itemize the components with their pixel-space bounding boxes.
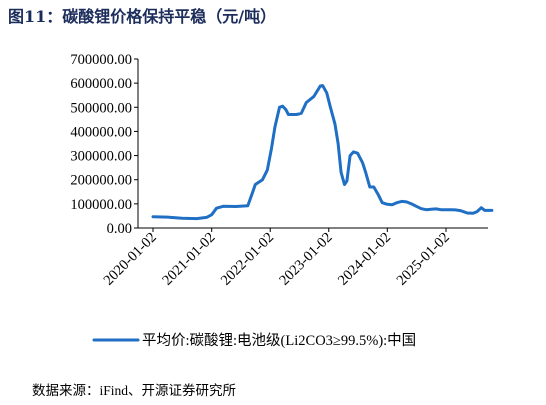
x-tick-label: 2022-01-02 (218, 230, 277, 289)
y-tick-label: 700000.00 (70, 52, 132, 68)
x-tick-label: 2023-01-02 (276, 230, 335, 289)
y-tick-label: 400000.00 (70, 124, 132, 140)
source-note: 数据来源：iFind、开源证券研究所 (32, 383, 236, 398)
plot-area: 0.00 100000.00 200000.00 300000.00 400000.00… (70, 52, 494, 289)
x-axis: 2020-01-02 2021-01-02 2022-01-02 2023-01-02… (101, 228, 453, 289)
y-tick-label: 100000.00 (70, 197, 132, 213)
x-tick-label: 2025-01-02 (394, 230, 453, 289)
y-axis: 0.00 100000.00 200000.00 300000.00 400000.00… (70, 52, 138, 237)
y-tick-label: 300000.00 (70, 149, 132, 165)
series-layer (151, 84, 494, 221)
series-line (151, 84, 494, 221)
figure-title: 图11：碳酸锂价格保持平稳（元/吨） (8, 7, 276, 26)
x-tick-label: 2021-01-02 (159, 230, 218, 289)
y-tick-label: 0.00 (107, 221, 132, 237)
x-tick-label: 2020-01-02 (101, 230, 160, 289)
x-tick-label: 2024-01-02 (335, 230, 394, 289)
y-tick-label: 500000.00 (70, 100, 132, 116)
y-tick-label: 200000.00 (70, 173, 132, 189)
legend-label: 平均价:碳酸锂:电池级(Li2CO3≥99.5%):中国 (142, 332, 416, 349)
y-tick-label: 600000.00 (70, 76, 132, 92)
legend: 平均价:碳酸锂:电池级(Li2CO3≥99.5%):中国 (92, 332, 416, 349)
